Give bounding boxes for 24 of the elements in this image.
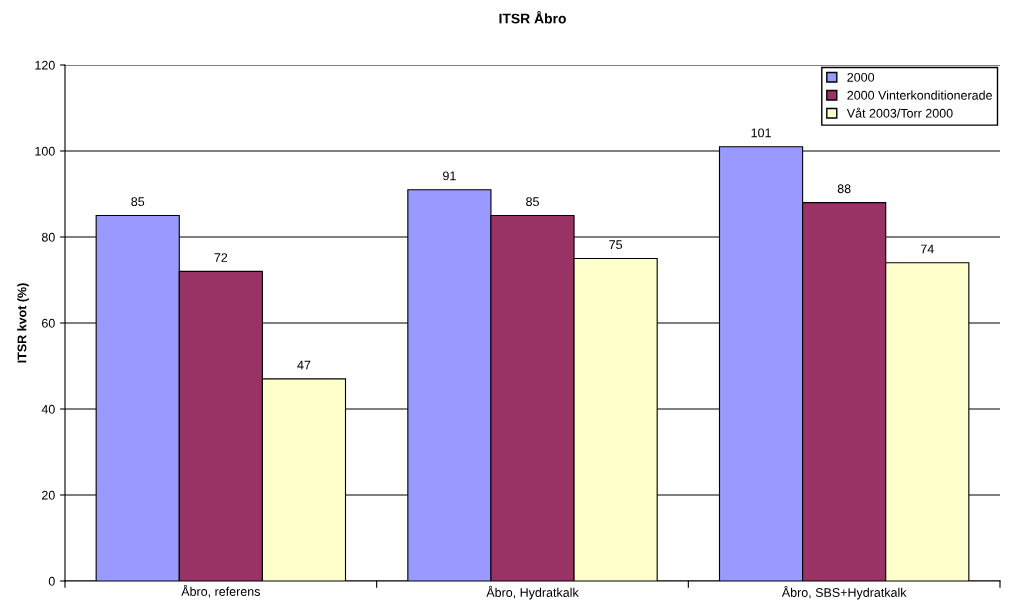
data-label: 72	[214, 253, 228, 262]
data-label: 85	[526, 197, 539, 207]
data-label: 75	[609, 240, 623, 250]
x-tick-label: Åbro, Hydratkalk	[486, 585, 579, 600]
data-label: 88	[837, 184, 851, 194]
y-tick-label: 20	[42, 490, 55, 500]
y-tick-label: 40	[41, 404, 55, 414]
chart-title: ITSR Åbro	[499, 11, 566, 24]
legend-label: 2000 Vinterkonditionerade	[847, 90, 992, 100]
y-axis-title: ITSR kvot (%)	[17, 283, 29, 363]
y-tick-label: 120	[35, 60, 55, 70]
y-tick-label: 0	[48, 576, 55, 586]
y-tick-label: 60	[42, 318, 55, 328]
data-label: 91	[443, 171, 456, 181]
x-tick-label: Åbro, SBS+Hydratkalk	[781, 585, 907, 600]
y-tick-label: 100	[35, 146, 55, 156]
data-label: 101	[751, 128, 771, 138]
legend-label: Våt 2003/Torr 2000	[846, 107, 953, 118]
data-label: 74	[920, 244, 934, 254]
data-label: 47	[297, 360, 311, 370]
y-tick-label: 80	[41, 232, 55, 242]
x-tick-label: Åbro, referens	[181, 584, 260, 598]
data-label: 85	[131, 197, 145, 207]
legend-label: 2000	[847, 72, 875, 82]
